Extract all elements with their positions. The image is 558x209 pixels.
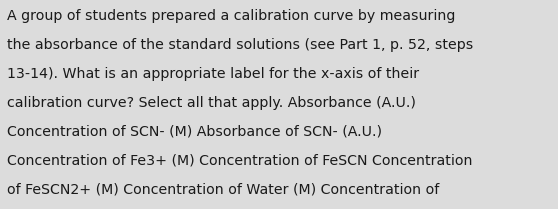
Text: 13-14). What is an appropriate label for the x-axis of their: 13-14). What is an appropriate label for… [7, 67, 420, 81]
Text: of FeSCN2+ (M) Concentration of Water (M) Concentration of: of FeSCN2+ (M) Concentration of Water (M… [7, 182, 440, 196]
Text: calibration curve? Select all that apply. Absorbance (A.U.): calibration curve? Select all that apply… [7, 96, 416, 110]
Text: A group of students prepared a calibration curve by measuring: A group of students prepared a calibrati… [7, 9, 456, 23]
Text: the absorbance of the standard solutions (see Part 1, p. 52, steps: the absorbance of the standard solutions… [7, 38, 474, 52]
Text: Concentration of SCN- (M) Absorbance of SCN- (A.U.): Concentration of SCN- (M) Absorbance of … [7, 125, 382, 139]
Text: Concentration of Fe3+ (M) Concentration of FeSCN Concentration: Concentration of Fe3+ (M) Concentration … [7, 154, 473, 168]
